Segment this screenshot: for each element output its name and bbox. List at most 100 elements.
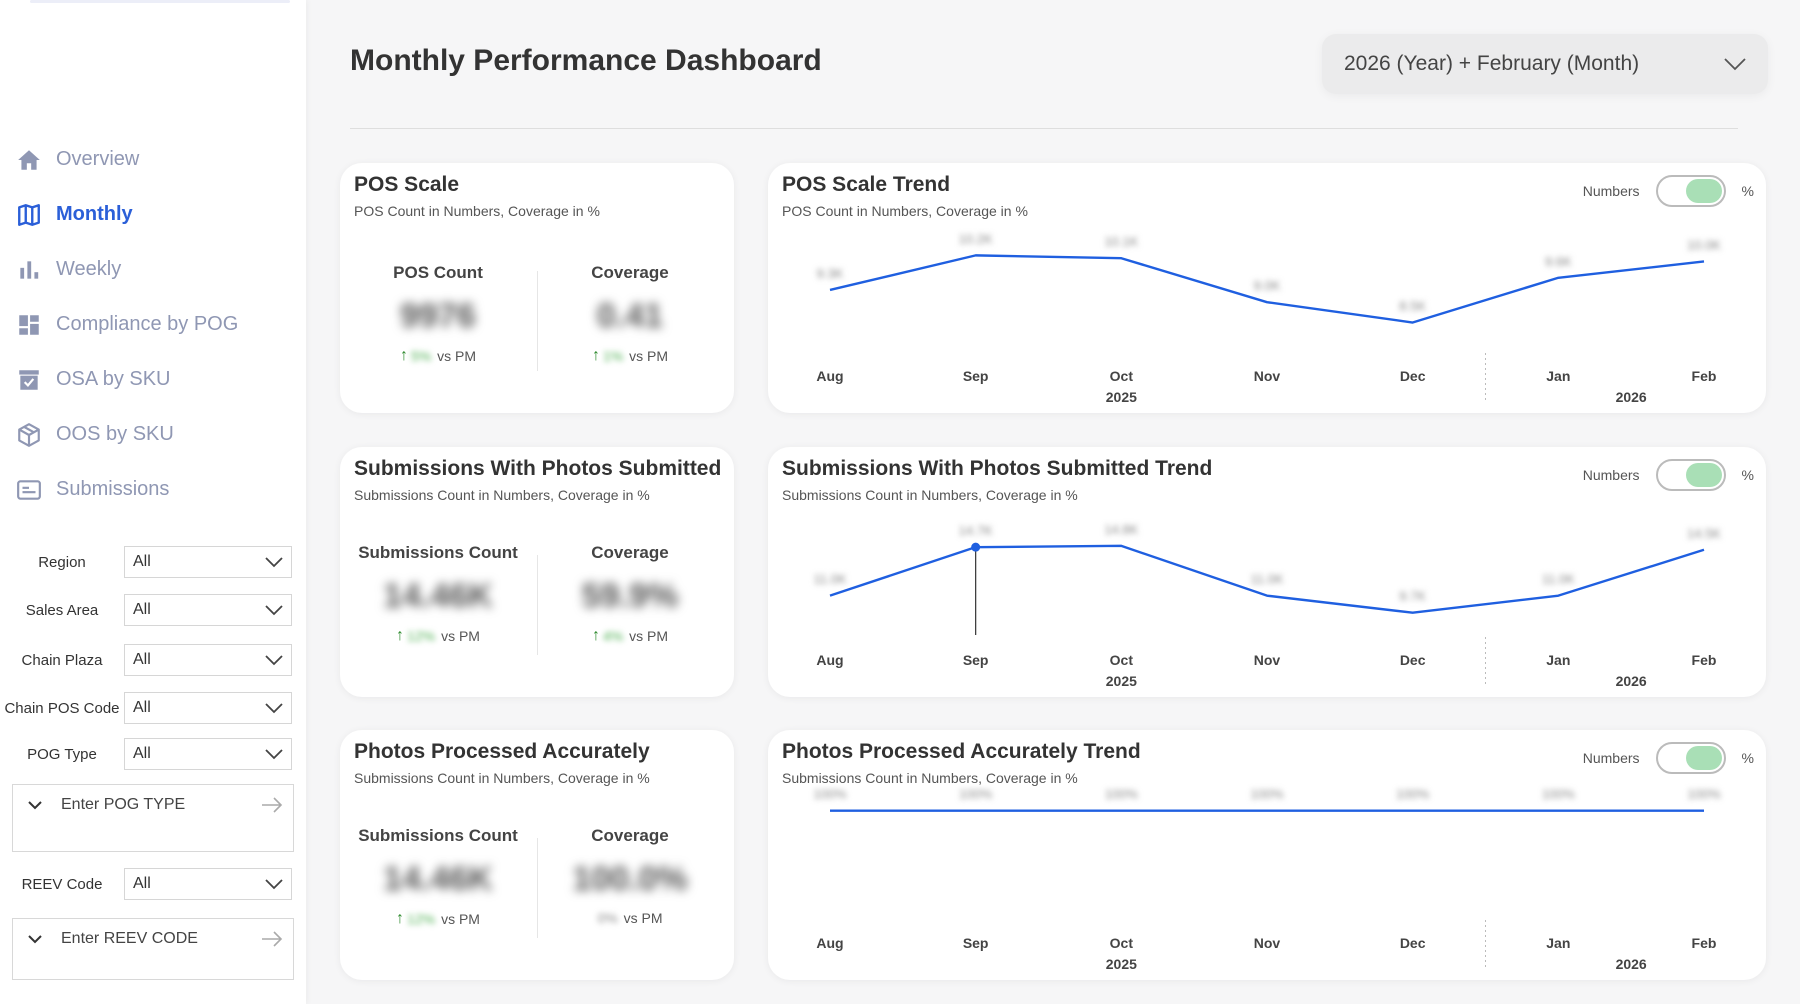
x-tick-label: Oct	[1110, 935, 1134, 951]
data-label: 100%	[1542, 787, 1576, 802]
delta-suffix: vs PM	[629, 348, 669, 364]
toggle-right-label: %	[1741, 467, 1754, 483]
data-label: 100%	[813, 787, 847, 802]
filter-label: Chain POS Code	[4, 699, 120, 717]
page-title: Monthly Performance Dashboard	[350, 44, 822, 77]
hover-point	[971, 542, 981, 552]
data-label: 11.0K	[1250, 572, 1283, 587]
data-label: 14.8K	[1104, 522, 1138, 537]
select-value: All	[133, 875, 151, 892]
data-label: 10.1K	[1104, 234, 1138, 249]
pog-type-search-input[interactable]: Enter POG TYPE	[61, 796, 186, 813]
trend-card: 11.0K Aug 14.7K Sep 14.8K Oct 11.0K Nov 9.7K Dec 1…	[768, 447, 1766, 697]
nav-item-submissions[interactable]: Submissions	[16, 462, 238, 517]
delta-suffix: vs PM	[437, 348, 477, 364]
card-subtitle: Submissions Count in Numbers, Coverage i…	[354, 770, 650, 786]
toggle-switch[interactable]	[1655, 175, 1726, 207]
x-tick-label: Oct	[1110, 652, 1134, 668]
kpi-left: Submissions Count 14.46K ↑ 12% vs PM	[348, 543, 528, 645]
expand-chevron-icon[interactable]	[23, 793, 47, 817]
sales-area-select[interactable]: All	[124, 594, 292, 626]
nav-label: Weekly	[56, 258, 122, 280]
year-label: 2026	[1616, 956, 1647, 972]
arrow-up-icon: ↑	[396, 910, 405, 927]
kpi-label: Submissions Count	[358, 826, 518, 845]
nav-item-monthly[interactable]: Monthly	[16, 187, 238, 242]
x-tick-label: Aug	[816, 368, 843, 384]
nav-item-overview[interactable]: Overview	[16, 132, 238, 187]
trend-chart: 11.0K Aug 14.7K Sep 14.8K Oct 11.0K Nov 9.7K Dec 1…	[813, 522, 1721, 689]
arrow-right-icon[interactable]	[261, 797, 283, 813]
period-select[interactable]: 2026 (Year) + February (Month)	[1322, 34, 1768, 94]
year-label: 2026	[1616, 673, 1647, 689]
nav-label: Submissions	[56, 478, 170, 500]
kpi-label: Submissions Count	[358, 543, 518, 562]
reev-code-search-input[interactable]: Enter REEV CODE	[61, 930, 198, 947]
nav-item-compliance-by-pog[interactable]: Compliance by POG	[16, 297, 238, 352]
select-value: All	[133, 745, 151, 762]
delta-suffix: vs PM	[441, 628, 480, 644]
trend-card: 100% Aug 100% Sep 100% Oct 100% Nov 100% Dec 100% J…	[768, 730, 1766, 980]
kpi-right: Coverage 100.0% 0% vs PM	[540, 826, 720, 926]
expand-chevron-icon[interactable]	[23, 927, 47, 951]
arrow-right-icon[interactable]	[261, 931, 283, 947]
toggle-switch[interactable]	[1655, 742, 1726, 774]
kpi-value: 9976	[400, 297, 476, 335]
delta-suffix: vs PM	[623, 910, 663, 926]
card-title: POS Scale Trend	[782, 173, 951, 196]
x-tick-label: Nov	[1254, 652, 1281, 668]
kpi-value: 59.9%	[581, 577, 679, 615]
year-label: 2025	[1106, 389, 1137, 405]
delta-suffix: vs PM	[441, 911, 480, 927]
x-tick-label: Sep	[963, 368, 989, 384]
chain-plaza-select[interactable]: All	[124, 644, 292, 676]
x-tick-label: Feb	[1692, 652, 1717, 668]
reev-code-select[interactable]: All	[124, 868, 292, 900]
nav-label: Overview	[56, 148, 140, 170]
chevron-down-icon	[1724, 58, 1746, 71]
select-value: All	[133, 651, 151, 668]
x-tick-label: Nov	[1254, 935, 1281, 951]
nav-item-oos-by-sku[interactable]: OOS by SKU	[16, 407, 238, 462]
x-tick-label: Oct	[1110, 368, 1134, 384]
kpi-right: Coverage 59.9% ↑ 4% vs PM	[540, 543, 720, 645]
form-card-icon	[17, 479, 41, 500]
toggle-knob	[1685, 179, 1722, 203]
x-tick-label: Dec	[1400, 368, 1426, 384]
period-value: 2026 (Year) + February (Month)	[1344, 52, 1640, 75]
map-icon	[18, 203, 40, 226]
sidebar: Overview Monthly Weekly Compliance by PO…	[0, 0, 306, 1004]
numbers-percent-toggle: Numbers %	[1583, 742, 1754, 774]
kpi-left: POS Count 9976 ↑ 5% vs PM	[348, 263, 528, 365]
kpi-card: Photos Processed Accurately Submissions …	[340, 730, 734, 980]
home-icon	[18, 149, 40, 170]
filter-chain-pos-code: Chain POS Code All	[0, 692, 292, 724]
kpi-value: 14.46K	[383, 860, 493, 898]
nav-label: Compliance by POG	[56, 313, 239, 335]
card-subtitle: Submissions Count in Numbers, Coverage i…	[782, 770, 1078, 786]
data-label: 9.3K	[817, 266, 844, 281]
kpi-card: Submissions With Photos Submitted Submis…	[340, 447, 734, 697]
region-select[interactable]: All	[124, 546, 292, 578]
chevron-down-icon	[265, 703, 283, 714]
toggle-right-label: %	[1741, 750, 1754, 766]
chain-pos-code-select[interactable]: All	[124, 692, 292, 724]
filter-sales-area: Sales Area All	[0, 594, 292, 626]
x-tick-label: Feb	[1692, 935, 1717, 951]
toggle-knob	[1685, 463, 1722, 487]
pog-type-select[interactable]: All	[124, 738, 292, 770]
x-tick-label: Nov	[1254, 368, 1281, 384]
toggle-left-label: Numbers	[1582, 467, 1640, 483]
x-tick-label: Sep	[963, 935, 989, 951]
filter-label: Chain Plaza	[21, 651, 103, 669]
toggle-switch[interactable]	[1655, 459, 1726, 491]
nav-item-osa-by-sku[interactable]: OSA by SKU	[16, 352, 238, 407]
delta-suffix: vs PM	[629, 628, 669, 644]
card-title: POS Scale	[354, 173, 460, 196]
filter-label: REEV Code	[21, 875, 103, 893]
data-label: 14.5K	[1687, 526, 1721, 541]
nav-item-weekly[interactable]: Weekly	[16, 242, 238, 297]
kpi-divider	[537, 271, 538, 371]
select-value: All	[133, 601, 151, 618]
kpi-value: 14.46K	[383, 577, 493, 615]
